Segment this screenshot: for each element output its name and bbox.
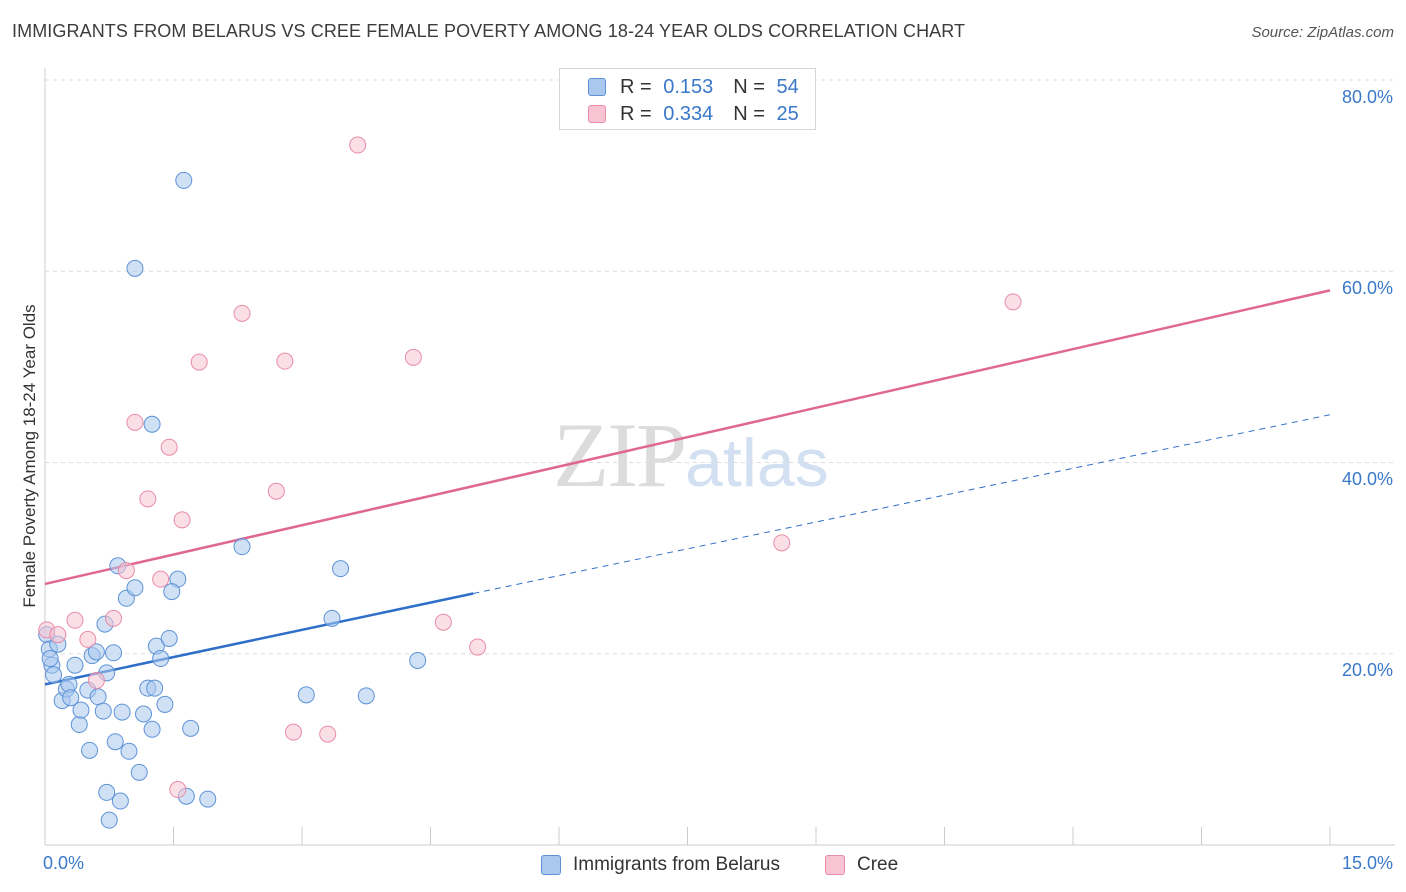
grid-layer bbox=[45, 79, 1395, 655]
belarus-point bbox=[105, 644, 123, 662]
belarus-point bbox=[120, 742, 138, 760]
cree-point bbox=[173, 511, 191, 529]
belarus-point bbox=[160, 629, 178, 647]
cree-point bbox=[1004, 293, 1022, 311]
belarus-point bbox=[146, 679, 164, 697]
cree-point bbox=[169, 781, 187, 799]
legend-n-label: N = bbox=[733, 75, 765, 98]
belarus-point bbox=[62, 689, 80, 707]
belarus-point bbox=[113, 703, 131, 721]
cree-point bbox=[160, 438, 178, 456]
chart-source: Source: ZipAtlas.com bbox=[1251, 24, 1394, 41]
cree-point bbox=[190, 353, 208, 371]
belarus-point bbox=[163, 583, 181, 601]
belarus-point bbox=[199, 790, 217, 808]
belarus-point bbox=[126, 259, 144, 277]
cree-point bbox=[276, 352, 294, 370]
cree-point bbox=[284, 723, 302, 741]
bottom-legend-cree: Cree bbox=[825, 852, 898, 878]
belarus-point bbox=[130, 763, 148, 781]
cree-point bbox=[349, 136, 367, 154]
cree-point bbox=[66, 611, 84, 629]
x-tick-label-min: 0.0% bbox=[43, 853, 85, 873]
legend-row-cree: R = 0.334 N = 25 bbox=[620, 101, 799, 127]
legend-box: R = 0.153 N = 54 R = 0.334 N = 25 bbox=[559, 68, 816, 130]
belarus-point bbox=[126, 579, 144, 597]
cree-trend-line bbox=[44, 289, 1331, 586]
belarus-point bbox=[156, 695, 174, 713]
belarus-point bbox=[323, 609, 341, 627]
cree-point bbox=[404, 348, 422, 366]
belarus-point bbox=[98, 783, 116, 801]
legend-r-label: R = bbox=[620, 75, 652, 98]
cree-point bbox=[152, 570, 170, 588]
belarus-point bbox=[87, 643, 105, 661]
belarus-point bbox=[106, 733, 124, 751]
belarus-trend-line bbox=[44, 592, 474, 686]
trend-layer bbox=[44, 289, 1331, 686]
cree-point bbox=[233, 304, 251, 322]
y-axis-title: Female Poverty Among 18-24 Year Olds bbox=[20, 304, 39, 608]
legend-r-value: 0.153 bbox=[663, 75, 714, 98]
belarus-point bbox=[81, 741, 99, 759]
cree-point bbox=[267, 482, 285, 500]
belarus-point bbox=[100, 811, 118, 829]
cree-point bbox=[126, 413, 144, 431]
legend-r-value: 0.334 bbox=[663, 102, 714, 125]
cree-point bbox=[139, 490, 157, 508]
belarus-point bbox=[45, 666, 63, 684]
belarus-point bbox=[89, 688, 107, 706]
bottom-swatch-belarus bbox=[541, 855, 561, 875]
bottom-legend-belarus: Immigrants from Belarus bbox=[541, 852, 780, 878]
belarus-point bbox=[409, 651, 427, 669]
legend-swatch-cree bbox=[588, 105, 606, 123]
bottom-legend-label-cree: Cree bbox=[857, 854, 899, 875]
belarus-point bbox=[135, 705, 153, 723]
cree-point bbox=[773, 534, 791, 552]
belarus-point bbox=[66, 656, 84, 674]
cree-point bbox=[469, 638, 487, 656]
belarus-point bbox=[111, 792, 129, 810]
y-tick-label-60: 60.0% bbox=[1341, 278, 1393, 298]
belarus-point bbox=[332, 560, 350, 578]
cree-point bbox=[434, 613, 452, 631]
belarus-point bbox=[70, 716, 88, 734]
belarus-point bbox=[233, 538, 251, 556]
cree-point bbox=[49, 626, 67, 644]
legend-n-value: 25 bbox=[776, 102, 799, 125]
belarus-point bbox=[175, 171, 193, 189]
y-tick-label-20: 20.0% bbox=[1341, 660, 1393, 680]
belarus-trend-extension bbox=[473, 414, 1331, 594]
legend-swatch-belarus bbox=[588, 78, 606, 96]
belarus-point bbox=[143, 415, 161, 433]
axis-layer bbox=[44, 68, 1395, 846]
belarus-point bbox=[143, 720, 161, 738]
cree-point bbox=[117, 562, 135, 580]
chart-title: IMMIGRANTS FROM BELARUS VS CREE FEMALE P… bbox=[12, 21, 966, 41]
cree-point bbox=[319, 725, 337, 743]
legend-row-belarus: R = 0.153 N = 54 bbox=[620, 74, 799, 100]
belarus-point bbox=[182, 719, 200, 737]
belarus-point bbox=[72, 701, 90, 719]
points-layer bbox=[38, 136, 1022, 829]
legend-r-label: R = bbox=[620, 102, 652, 125]
bottom-swatch-cree bbox=[825, 855, 845, 875]
belarus-point bbox=[152, 650, 170, 668]
x-tick-label-max: 15.0% bbox=[1341, 853, 1393, 873]
legend-n-value: 54 bbox=[776, 75, 799, 98]
belarus-point bbox=[297, 686, 315, 704]
bottom-legend-label-belarus: Immigrants from Belarus bbox=[573, 854, 780, 875]
legend-n-label: N = bbox=[733, 102, 765, 125]
cree-point bbox=[87, 672, 105, 690]
belarus-point bbox=[41, 650, 59, 668]
cree-point bbox=[105, 609, 123, 627]
belarus-point bbox=[94, 702, 112, 720]
y-tick-label-80: 80.0% bbox=[1341, 87, 1393, 107]
belarus-point bbox=[357, 687, 375, 705]
cree-point bbox=[79, 630, 97, 648]
y-tick-label-40: 40.0% bbox=[1341, 469, 1393, 489]
